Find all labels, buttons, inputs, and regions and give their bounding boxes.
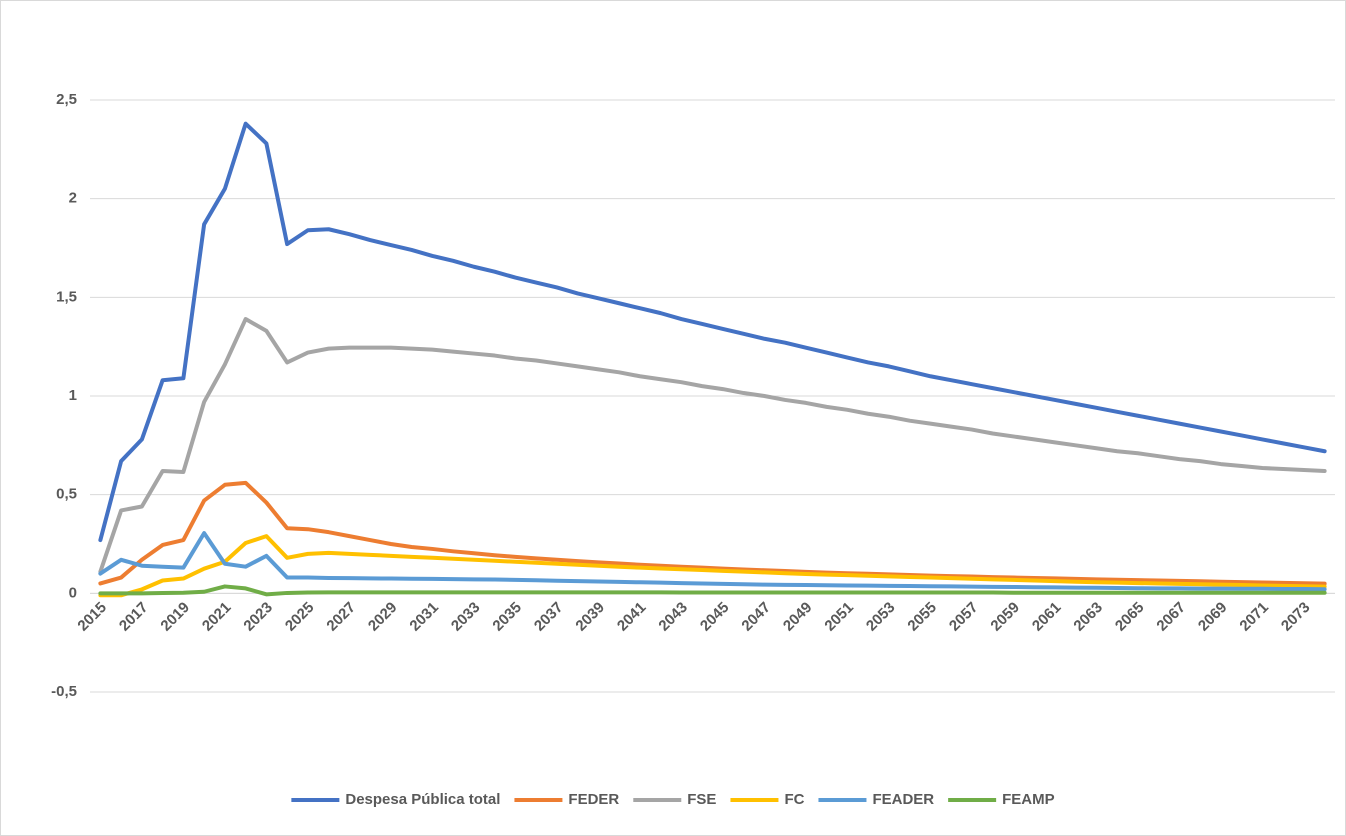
y-tick-label: 1 — [69, 387, 77, 404]
y-tick-label: 0,5 — [56, 486, 77, 503]
legend-label: FC — [784, 791, 804, 808]
y-tick-label: -0,5 — [51, 683, 77, 700]
legend-label: FSE — [687, 791, 716, 808]
legend-label: FEAMP — [1002, 791, 1055, 808]
legend-label: FEDER — [568, 791, 619, 808]
series-line — [98, 584, 1327, 597]
y-tick-label: 0 — [69, 584, 77, 601]
series-line — [98, 317, 1327, 574]
legend-label: Despesa Pública total — [345, 791, 500, 808]
legend-label: FEADER — [872, 791, 934, 808]
series-line — [98, 534, 1327, 598]
series-line — [98, 480, 1327, 586]
y-tick-label: 2,5 — [56, 91, 77, 108]
y-tick-label: 1,5 — [56, 288, 77, 305]
y-tick-label: 2 — [69, 190, 77, 207]
series-line — [98, 531, 1327, 592]
series-line — [98, 121, 1327, 543]
